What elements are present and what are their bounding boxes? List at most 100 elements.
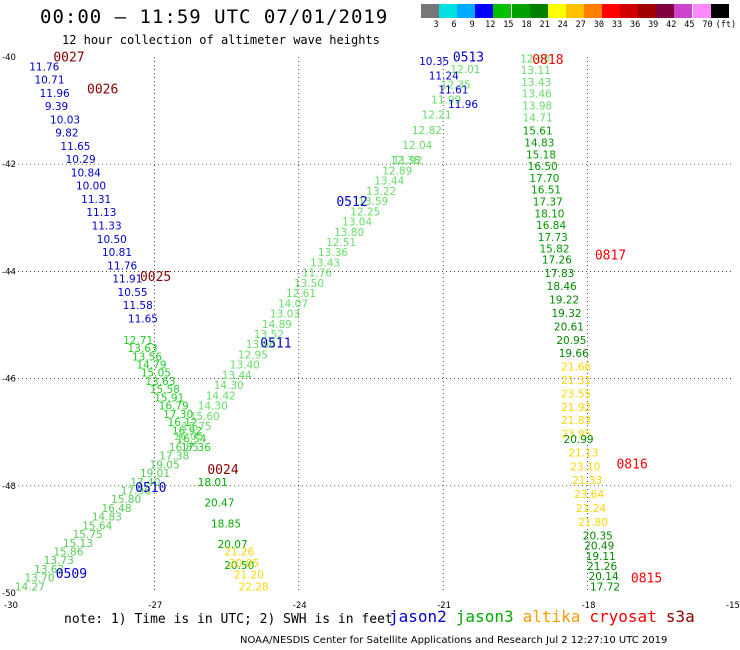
scale-label: 15 [503,20,514,30]
wave-height-value: 15.91 [154,392,184,404]
wave-height-value: 16.54 [176,434,206,446]
wave-height-value: 10.84 [71,167,101,179]
wave-height-value: 17.40 [130,477,160,489]
wave-height-value: 16.50 [528,161,558,173]
wave-height-value: 20.99 [564,434,594,446]
pass-label: 0817 [595,249,626,264]
scale-label: 33 [611,20,623,30]
scale-label: 45 [684,20,695,30]
pass-label: 0816 [616,458,647,473]
scale-swatch [511,4,530,18]
pass-label: 0815 [631,571,662,586]
pass-label: 0024 [207,463,238,478]
wave-height-value: 20.14 [589,571,619,583]
scale-label: 18 [521,20,532,30]
satellite-legend-cryosat: cryosat [589,607,657,626]
wave-height-value: 9.39 [45,101,68,113]
wave-height-value: 11.33 [92,221,122,233]
wave-height-value: 12.89 [382,165,412,177]
wave-height-value: 19.01 [140,468,170,480]
page-subtitle: 12 hour collection of altimeter wave hei… [62,33,380,47]
scale-swatch [439,4,458,18]
wave-height-value: 12.38 [390,155,420,167]
wave-height-value: 18.01 [198,477,228,489]
wave-height-value: 13.56 [132,351,162,363]
scale-swatch [656,4,675,18]
wave-height-value: 13.98 [522,101,552,113]
wave-height-value: 13.46 [522,89,552,101]
wave-height-value: 14.30 [198,401,228,413]
satellite-legend-jason3: jason3 [455,607,514,626]
wave-height-value: 11.24 [429,70,459,82]
scale-label: (ft) [715,20,737,30]
wave-height-value: 13.36 [318,247,348,259]
pass-label: 0509 [56,567,87,582]
scale-label: 9 [469,20,475,30]
wave-height-value: 21.80 [578,517,608,529]
wave-height-value: 11.65 [128,313,158,325]
footnote: note: 1) Time is in UTC; 2) SWH is in fe… [64,612,393,627]
page-title: 00:00 – 11:59 UTC 07/01/2019 [40,6,389,28]
wave-height-value: 13.43 [521,77,551,89]
wave-height-value: 20.50 [224,560,254,572]
wave-height-value: 12.71 [123,335,153,347]
wave-height-value: 11.76 [107,260,137,272]
wave-height-value: 15.58 [150,384,180,396]
wave-height-value: 15.64 [82,520,112,532]
wave-height-value: 15.13 [63,538,93,550]
scale-label: 36 [629,20,641,30]
y-tick-label: -48 [2,482,16,492]
scale-swatch [692,4,711,18]
wave-height-value: 20.47 [204,498,234,510]
wave-height-value: 16.48 [101,503,131,515]
wave-height-value: 18.10 [534,208,564,220]
wave-height-value: 11.92 [393,155,423,167]
wave-height-value: 10.29 [66,154,96,166]
wave-height-value: 15.60 [190,411,220,423]
wave-height-value: 14.79 [136,359,166,371]
wave-height-value: 13.11 [521,65,551,77]
satellite-legend-s3a: s3a [665,607,695,626]
satellite-legend: jason2 jason3 altika cryosat s3a [389,607,704,626]
wave-height-value: 12.01 [450,64,480,76]
scale-label: 42 [666,20,677,30]
credit-line: NOAA/NESDIS Center for Satellite Applica… [240,635,668,646]
wave-height-value: 11.13 [86,207,116,219]
wave-height-value: 14.89 [262,319,292,331]
wave-height-value: 10.35 [419,56,449,68]
wave-height-value: 11.96 [40,88,70,100]
wave-height-value: 14.27 [15,581,45,593]
wave-height-value: 19.22 [549,295,579,307]
wave-height-value: 17.96 [121,486,151,498]
wave-height-value: 21.13 [568,447,598,459]
wave-height-value: 12.95 [238,349,268,361]
wave-height-value: 21.26 [587,561,617,573]
wave-height-value: 13.03 [270,309,300,321]
wave-height-value: 21.20 [234,570,264,582]
wave-height-value: 16.79 [159,401,189,413]
wave-height-value: 22.28 [239,581,269,593]
wave-height-value: 21.31 [561,375,591,387]
scale-label: 30 [593,20,605,30]
wave-height-value: 14.83 [92,512,122,524]
wave-height-value: 15.86 [53,546,83,558]
wave-height-value: 17.70 [529,173,559,185]
wave-height-value: 20.49 [584,541,614,553]
wave-height-value: 11.31 [81,194,111,206]
wave-height-value: 13.80 [334,227,364,239]
wave-height-value: 23.64 [574,489,604,501]
wave-height-value: 10.03 [50,114,80,126]
wave-height-value: 13.04 [342,217,372,229]
scale-label: 3 [433,20,439,30]
wave-height-value: 11.76 [29,61,59,73]
wave-height-value: 17.36 [181,442,211,454]
scale-label: 21 [539,20,550,30]
wave-height-value: 21.33 [572,475,602,487]
scale-swatch [602,4,621,18]
wave-height-value: 23.95 [561,429,591,441]
wave-height-value: 10.50 [97,234,127,246]
wave-height-value: 17.72 [590,581,620,593]
wave-height-value: 21.66 [561,362,591,374]
scale-swatch [620,4,639,18]
wave-height-value: 13.63 [128,343,158,355]
